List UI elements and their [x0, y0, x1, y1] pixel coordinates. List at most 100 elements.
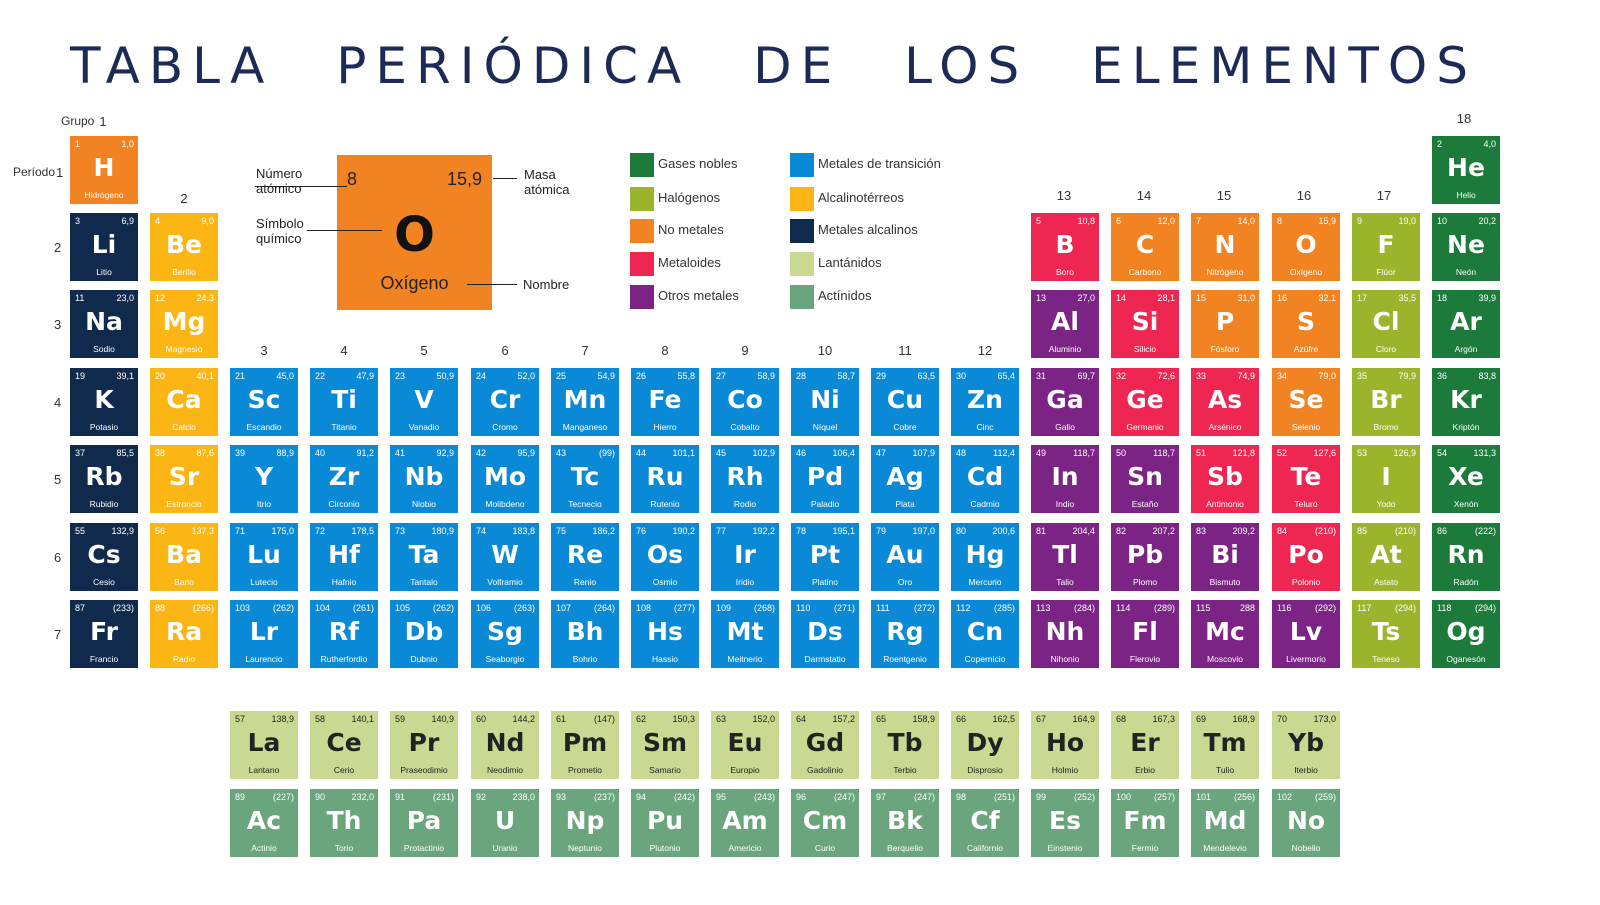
element-symbol: Nd	[485, 728, 525, 757]
element-lr: 103 (262) Lr Laurencio	[230, 600, 298, 668]
element-name: Lantano	[248, 765, 280, 775]
element-pu: 94 (242) Pu Plutonio	[631, 789, 699, 857]
element-cd: 48 112,4 Cd Cadmio	[951, 445, 1019, 513]
element-ba: 56 137,3 Ba Bario	[150, 523, 218, 591]
element-ni: 28 58,7 Ni Níquel	[791, 368, 859, 436]
atomic-number: 112	[956, 603, 971, 613]
element-symbol: S	[1296, 307, 1315, 336]
atomic-number: 8	[1277, 216, 1283, 226]
element-li: 3 6,9 Li Litio	[70, 213, 138, 281]
element-symbol: Ti	[331, 385, 357, 414]
atomic-mass: 157,2	[832, 714, 855, 724]
atomic-mass: 131,3	[1473, 448, 1496, 458]
element-w: 74 183,8 W Volframio	[471, 523, 539, 591]
element-name: Cloro	[1375, 344, 1397, 354]
element-name: Germanio	[1126, 422, 1164, 432]
period-label: Período	[13, 165, 56, 179]
element-bi: 83 209,2 Bi Bismuto	[1191, 523, 1259, 591]
element-name: Copernicio	[964, 654, 1006, 664]
atomic-number: 36	[1437, 371, 1448, 381]
element-name: Meitnerio	[727, 654, 763, 664]
atomic-mass: 27,0	[1077, 293, 1095, 303]
atomic-mass: (242)	[673, 792, 695, 802]
element-name: Carbono	[1128, 267, 1162, 277]
legend-label: Metaloides	[658, 255, 721, 270]
atomic-mass: 47,9	[356, 371, 374, 381]
element-name: Actinio	[251, 843, 277, 853]
element-sn: 50 118,7 Sn Estaño	[1111, 445, 1179, 513]
element-symbol: Am	[722, 806, 768, 835]
element-sg: 106 (263) Sg Seaborgio	[471, 600, 539, 668]
atomic-mass: 137,3	[191, 526, 214, 536]
group-number: 2	[180, 191, 188, 206]
atomic-number: 62	[636, 714, 647, 724]
atomic-number: 109	[716, 603, 732, 613]
element-symbol: Lv	[1289, 617, 1323, 646]
atomic-number: 78	[796, 526, 807, 536]
atomic-number: 52	[1277, 448, 1288, 458]
atomic-mass: 197,0	[912, 526, 935, 536]
element-rh: 45 102,9 Rh Rodio	[711, 445, 779, 513]
element-symbol: V	[414, 385, 434, 414]
atomic-number: 20	[155, 371, 166, 381]
element-symbol: Np	[565, 806, 605, 835]
element-symbol: Sr	[168, 462, 200, 491]
element-symbol: Er	[1130, 728, 1160, 757]
element-ts: 117 (294) Ts Teneso	[1352, 600, 1420, 668]
element-name: Moscovio	[1207, 654, 1243, 664]
element-sc: 21 45,0 Sc Escandio	[230, 368, 298, 436]
element-name: Mercurio	[968, 577, 1002, 587]
element-name: Platino	[812, 577, 838, 587]
atomic-number: 53	[1357, 448, 1368, 458]
element-name: Estaño	[1131, 499, 1159, 509]
atomic-mass: (257)	[1153, 792, 1175, 802]
element-n: 7 14,0 N Nitrógeno	[1191, 213, 1259, 281]
element-symbol: Rg	[886, 617, 924, 646]
atomic-mass: 101,1	[672, 448, 695, 458]
label-chemical-symbol: Símbolo químico	[256, 216, 304, 246]
element-symbol: Mc	[1205, 617, 1245, 646]
atomic-number: 101	[1196, 792, 1212, 802]
element-symbol: Yb	[1288, 728, 1324, 757]
atomic-number: 22	[315, 371, 326, 381]
atomic-number: 72	[315, 526, 326, 536]
element-symbol: Ag	[886, 462, 924, 491]
element-name: Circonio	[328, 499, 360, 509]
atomic-mass: 173,0	[1313, 714, 1336, 724]
element-p: 15 31,0 P Fósforo	[1191, 290, 1259, 358]
example-atomic-mass: 15,9	[446, 169, 482, 189]
element-name: Polonio	[1291, 577, 1321, 587]
element-symbol: Md	[1203, 806, 1247, 835]
element-name: Neón	[1455, 267, 1477, 277]
atomic-number: 47	[876, 448, 887, 458]
element-hs: 108 (277) Hs Hassio	[631, 600, 699, 668]
group-number: 15	[1216, 188, 1232, 203]
element-o: 8 15,9 O Oxígeno	[1272, 213, 1340, 281]
element-rn: 86 (222) Rn Radón	[1432, 523, 1500, 591]
leader-line-number	[255, 186, 347, 187]
element-symbol: Ta	[408, 540, 440, 569]
atomic-mass: 58,9	[757, 371, 775, 381]
element-symbol: K	[94, 385, 114, 414]
legend-swatch	[790, 187, 814, 211]
element-symbol: Hs	[647, 617, 683, 646]
element-lv: 116 (292) Lv Livermorio	[1272, 600, 1340, 668]
element-name: Nihonio	[1050, 654, 1080, 664]
period-number: 3	[54, 317, 62, 332]
element-name: Bario	[174, 577, 194, 587]
element-name: Erbio	[1135, 765, 1155, 775]
element-name: Estroncio	[166, 499, 202, 509]
element-ca: 20 40,1 Ca Calcio	[150, 368, 218, 436]
period-number: 6	[54, 550, 62, 565]
element-ge: 32 72,6 Ge Germanio	[1111, 368, 1179, 436]
label-atomic-mass: Masa atómica	[524, 167, 570, 197]
element-rf: 104 (261) Rf Rutherfordio	[310, 600, 378, 668]
atomic-number: 44	[636, 448, 647, 458]
element-at: 85 (210) At Astato	[1352, 523, 1420, 591]
element-fe: 26 55,8 Fe Hierro	[631, 368, 699, 436]
atomic-mass: (251)	[993, 792, 1015, 802]
element-re: 75 186,2 Re Renio	[551, 523, 619, 591]
element-name: Galio	[1055, 422, 1075, 432]
atomic-number: 83	[1196, 526, 1207, 536]
element-sr: 38 87,6 Sr Estroncio	[150, 445, 218, 513]
